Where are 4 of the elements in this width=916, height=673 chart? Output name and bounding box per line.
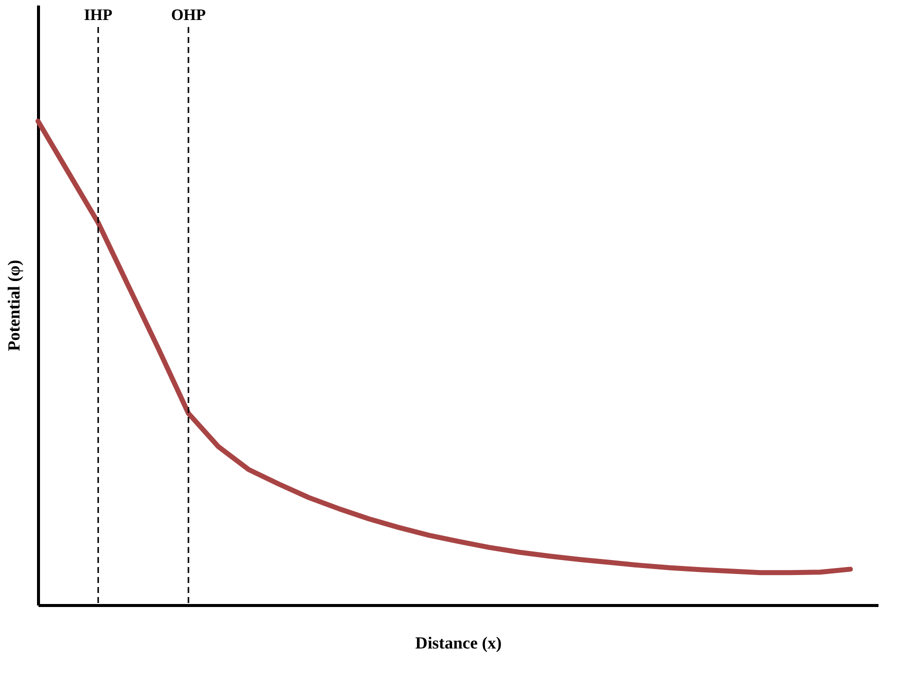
text: OHP — [171, 7, 206, 24]
x-axis-title: Distance (x) — [415, 634, 502, 652]
y-axis-title: Potential (φ) — [4, 260, 24, 352]
text: IHP — [84, 7, 113, 24]
